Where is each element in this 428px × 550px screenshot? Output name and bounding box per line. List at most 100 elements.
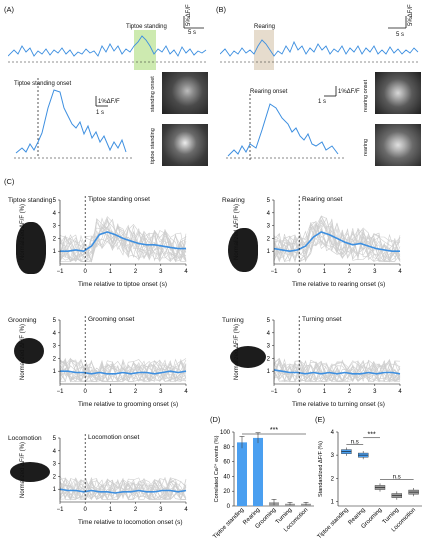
mean-trace: [60, 370, 187, 375]
x-tick-label: 0: [298, 389, 302, 395]
e-sig-ns-2: n.s: [393, 474, 401, 480]
photo-a-label-1: standing onset: [150, 76, 156, 112]
xlabel-2: Time relative to rearing onset (s): [292, 281, 386, 288]
ylabel-1: Normalized ΔF/F (%): [20, 203, 26, 260]
y-tick-label: 3: [53, 224, 57, 230]
trace-plot-2: 1 2 3 4 5 −1 0 1 2 3 4: [267, 196, 402, 275]
x-tick-label: 3: [159, 269, 163, 275]
x-tick-label: −1: [57, 389, 65, 395]
mean-trace: [273, 231, 400, 253]
d-y-label: Correlated Ca²⁺ events (%): [213, 435, 220, 502]
panel-a-inset-scale-amp: 1%ΔF/F: [98, 99, 120, 105]
panel-label-e: (E): [315, 415, 325, 424]
y-tick-label: 5: [53, 198, 57, 204]
x-tick-label: 0: [298, 269, 302, 275]
e-y-tick: 2: [331, 476, 335, 482]
onset-label-2: Rearing onset: [302, 196, 343, 203]
e-y-tick: 1: [331, 499, 335, 505]
y-tick-label: 3: [267, 224, 271, 230]
mouse-tiptoe-icon: [16, 222, 46, 274]
trace-plot-1: 1 2 3 4 5 −1 0 1 2 3 4: [53, 196, 188, 275]
single-trial-trace: [273, 223, 401, 261]
photo-a-label-2: tiptoe standing: [150, 128, 156, 164]
calcium-trace-b: [220, 39, 419, 57]
x-tick-label: 2: [348, 269, 352, 275]
panel-label-a: (A): [4, 5, 14, 14]
y-tick-label: 1: [53, 487, 57, 493]
mouse-turning-icon: [230, 346, 266, 368]
y-tick-label: 5: [53, 436, 57, 442]
onset-label-5: Locomotion onset: [88, 434, 140, 441]
d-significance: ***: [270, 427, 278, 434]
panel-a-event-label: Tiptoe standing: [126, 24, 167, 30]
x-tick-label: 3: [373, 389, 377, 395]
y-tick-label: 2: [53, 236, 57, 242]
x-tick-label: 3: [159, 507, 163, 513]
panel-b-event-label: Rearing: [254, 24, 276, 30]
y-tick-label: 3: [53, 344, 57, 350]
e-y-label: Standardized ΔF/F (%): [318, 441, 324, 497]
panel-b-trace: [220, 16, 420, 70]
x-tick-label: 2: [134, 507, 138, 513]
y-tick-label: 2: [267, 236, 271, 242]
single-trial-trace: [59, 224, 187, 261]
x-tick-label: 4: [398, 389, 402, 395]
x-tick-label: −1: [57, 269, 65, 275]
photo-tiptoe-standing: [162, 124, 208, 166]
panel-b-inset-scale-time: 1 s: [318, 99, 327, 105]
single-trial-trace: [59, 478, 187, 501]
photo-b-label-1: rearing onset: [363, 79, 369, 112]
single-trial-trace: [59, 224, 187, 263]
mean-trace: [273, 369, 401, 375]
single-trial-trace: [59, 216, 187, 263]
panel-a-onset-label: Tiptoe standing onset: [14, 81, 72, 87]
d-y-tick: 20: [223, 489, 230, 495]
mouse-grooming-icon: [14, 338, 44, 364]
x-tick-label: 1: [109, 269, 113, 275]
x-tick-label: 4: [184, 269, 188, 275]
x-tick-label: 1: [323, 269, 327, 275]
mouse-locomotion-icon: [10, 462, 50, 482]
photo-rearing: [375, 124, 421, 166]
y-tick-label: 5: [267, 198, 271, 204]
xlabel-5: Time relative to locomotion onset (s): [78, 519, 183, 526]
d-y-tick: 40: [223, 474, 230, 480]
y-tick-label: 3: [53, 462, 57, 468]
e-y-tick: 4: [331, 430, 335, 436]
y-tick-label: 2: [53, 474, 57, 480]
x-tick-label: 1: [109, 389, 113, 395]
y-tick-label: 1: [53, 369, 57, 375]
y-tick-label: 4: [53, 449, 57, 455]
single-trial-trace: [59, 477, 187, 501]
e-sig-star: ***: [368, 432, 376, 439]
panel-label-c: (C): [4, 177, 15, 186]
panel-a-trace: [8, 16, 208, 70]
x-tick-label: 4: [184, 507, 188, 513]
single-trial-trace: [59, 360, 187, 382]
panel-label-d: (D): [210, 415, 221, 424]
trace-plot-4: 1 2 3 4 5 −1 0 1 2 3 4: [267, 316, 402, 395]
x-tick-label: 2: [348, 389, 352, 395]
single-trial-trace: [273, 220, 401, 262]
onset-label-3: Grooming onset: [88, 316, 135, 323]
single-trial-trace: [59, 360, 187, 382]
highlight-rearing: [254, 30, 274, 70]
ylabel-4: Normalized ΔF/F (%): [234, 323, 240, 380]
single-trial-trace: [273, 219, 401, 262]
photo-rearing-onset: [375, 72, 421, 114]
onset-label-1: Tiptoe standing onset: [88, 196, 150, 203]
x-tick-label: 4: [398, 269, 402, 275]
e-sig-ns-1: n.s: [351, 440, 359, 446]
onset-label-4: Turning onset: [302, 316, 342, 323]
single-trial-trace: [273, 221, 401, 263]
y-tick-label: 4: [53, 331, 57, 337]
d-y-tick: 100: [220, 430, 231, 436]
mouse-rearing-icon: [228, 228, 258, 272]
trace-plot-3: 1 2 3 4 5 −1 0 1 2 3 4: [53, 316, 188, 395]
d-bar-2: [253, 437, 263, 506]
trace-plot-5: 1 2 3 4 5 −1 0 1 2 3 4: [53, 434, 188, 513]
behavior-name-3: Grooming: [8, 317, 37, 324]
ylabel-5: Normalized ΔF/F (%): [20, 441, 26, 498]
single-trial-trace: [59, 357, 187, 383]
x-tick-label: 0: [84, 389, 88, 395]
